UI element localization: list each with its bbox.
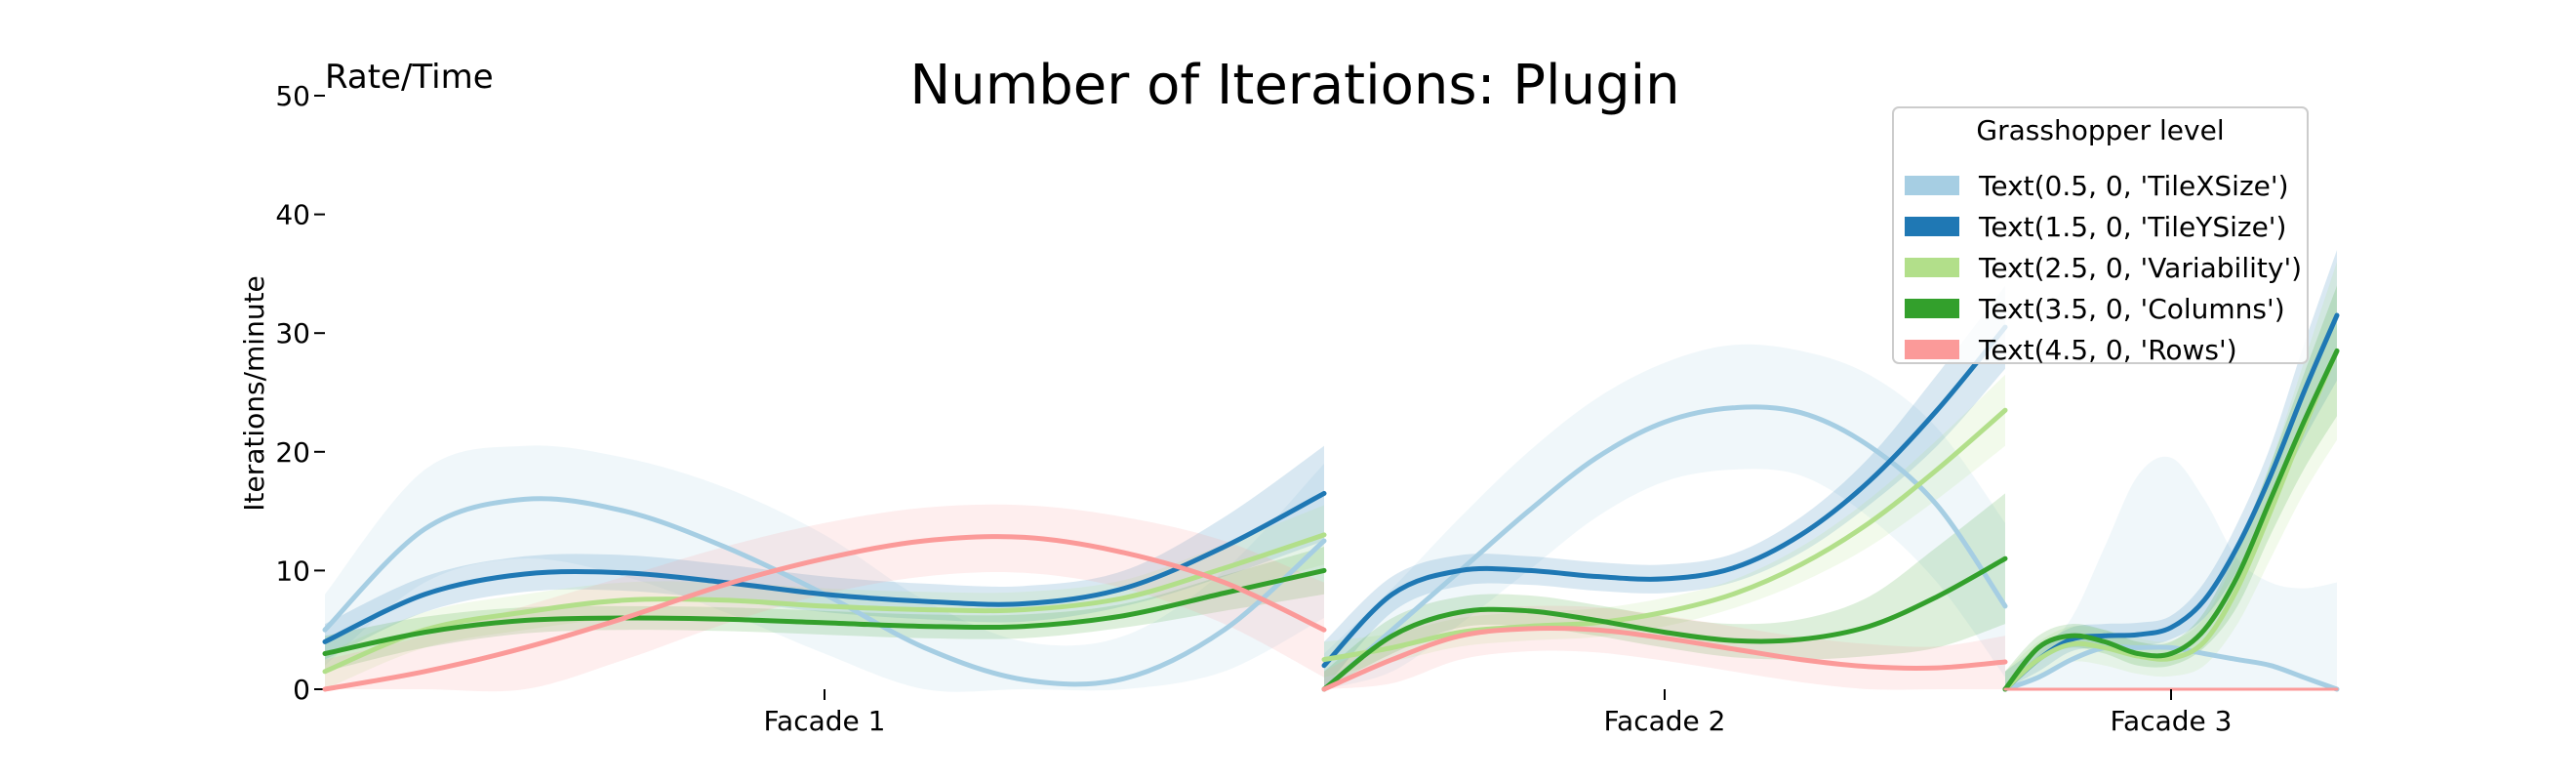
chart-title: Number of Iterations: Plugin <box>909 54 1679 117</box>
confidence-band <box>2005 456 2337 689</box>
legend-swatch <box>1905 176 1959 195</box>
series-line <box>2002 348 2340 692</box>
confidence-band <box>1324 344 2005 689</box>
confidence-band <box>2005 262 2337 689</box>
x-tick-label: Facade 1 <box>764 705 886 737</box>
series-line <box>322 534 1327 692</box>
legend-entry: Text(4.5, 0, 'Rows') <box>1978 334 2237 366</box>
series-line <box>2002 312 2340 692</box>
legend-entry: Text(2.5, 0, 'Variability') <box>1978 252 2302 284</box>
series-line <box>2002 644 2340 692</box>
legend: Grasshopper level Text(0.5, 0, 'TileXSize… <box>1892 106 2309 366</box>
legend-frame <box>1892 106 2309 364</box>
series-line <box>1321 324 2008 669</box>
series-line <box>1321 626 2008 692</box>
y-tick-label: 40 <box>275 199 310 231</box>
legend-entry: Text(3.5, 0, 'Columns') <box>1978 293 2285 325</box>
confidence-band <box>325 445 1324 692</box>
y-axis: 0 10 20 30 40 50 <box>275 80 325 706</box>
y-axis-label: Iterations/minute <box>238 275 270 512</box>
series-line <box>2002 348 2340 692</box>
x-tick-label: Facade 3 <box>2111 705 2233 737</box>
facade-panels: Facade 1 Facade 2 Facade 3 <box>322 250 2340 737</box>
series-line <box>322 490 1327 644</box>
facade-panel: Facade 1 <box>322 445 1327 737</box>
confidence-band <box>1324 493 2005 689</box>
corner-label: Rate/Time <box>325 58 494 97</box>
y-tick-label: 50 <box>275 80 310 112</box>
legend-entry: Text(0.5, 0, 'TileXSize') <box>1978 170 2289 202</box>
legend-swatch <box>1905 340 1959 359</box>
legend-swatch <box>1905 299 1959 318</box>
legend-title: Grasshopper level <box>1976 114 2224 146</box>
series-line <box>322 532 1327 675</box>
facade-panel: Facade 3 <box>2002 250 2340 737</box>
legend-swatch <box>1905 258 1959 277</box>
legend-entry: Text(1.5, 0, 'TileYSize') <box>1978 211 2286 243</box>
y-tick-label: 20 <box>275 436 310 469</box>
confidence-band <box>1324 285 2005 689</box>
facade-panel: Facade 2 <box>1321 285 2008 737</box>
confidence-band <box>325 504 1324 692</box>
series-line <box>1321 404 2008 692</box>
legend-swatch <box>1905 217 1959 236</box>
y-tick-label: 10 <box>275 555 310 587</box>
series-line <box>1321 407 2008 663</box>
x-tick-label: Facade 2 <box>1604 705 1726 737</box>
confidence-band <box>325 547 1324 672</box>
y-tick-label: 0 <box>293 674 310 706</box>
confidence-band <box>325 505 1324 689</box>
series-line <box>322 567 1327 656</box>
y-tick-label: 30 <box>275 317 310 349</box>
series-line <box>1321 555 2008 692</box>
